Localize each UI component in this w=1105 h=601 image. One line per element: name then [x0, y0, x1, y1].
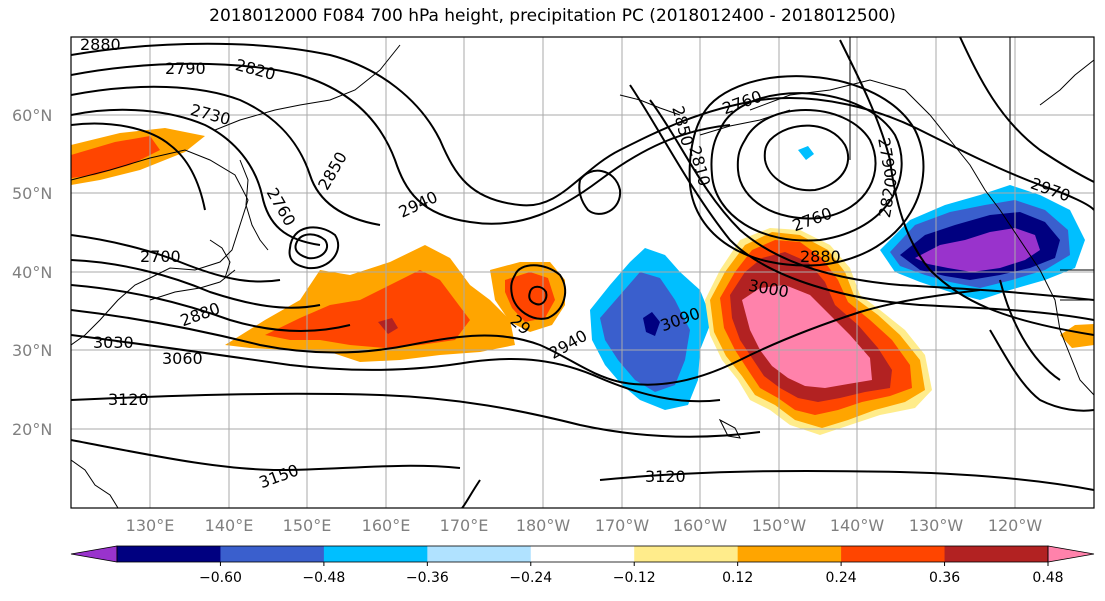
- colorbar-tick-label: 0.12: [722, 570, 753, 586]
- colorbar-tick-label: −0.60: [199, 570, 242, 586]
- lon-label: 130°E: [126, 516, 175, 535]
- latitude-labels: 60°N 50°N 40°N 30°N 20°N: [12, 106, 52, 439]
- lon-label: 140°W: [830, 516, 885, 535]
- lat-label: 40°N: [12, 263, 52, 282]
- colorbar-tick-label: 0.48: [1032, 570, 1063, 586]
- colorbar-tick-label: 0.24: [826, 570, 857, 586]
- colorbar-segment: [427, 546, 532, 562]
- contour-label: 2880: [80, 35, 121, 54]
- precip-pos-east: [705, 228, 932, 435]
- colorbar-frame: [116, 545, 1049, 563]
- colorbar-tick-label: −0.12: [613, 570, 656, 586]
- map-title: 2018012000 F084 700 hPa height, precipit…: [209, 6, 896, 26]
- lon-label: 140°E: [205, 516, 254, 535]
- lon-label: 160°E: [362, 516, 411, 535]
- lon-label: 130°W: [909, 516, 964, 535]
- lon-label: 170°E: [440, 516, 489, 535]
- colorbar-tick-label: −0.36: [406, 570, 449, 586]
- lon-label: 180°W: [516, 516, 571, 535]
- contour-label: 2700: [140, 247, 181, 266]
- lat-label: 30°N: [12, 341, 52, 360]
- lat-label: 20°N: [12, 420, 52, 439]
- contour-label: 2880: [800, 247, 841, 266]
- lon-label: 160°W: [673, 516, 728, 535]
- colorbar-segment: [220, 546, 325, 562]
- contour-label: 3120: [645, 467, 686, 486]
- colorbar-tick-label: 0.36: [929, 570, 960, 586]
- colorbar-segment: [117, 546, 221, 562]
- colorbar-tick-label: −0.24: [509, 570, 552, 586]
- colorbar-segment: [737, 546, 842, 562]
- lon-label: 150°E: [283, 516, 332, 535]
- lon-label: 170°W: [595, 516, 650, 535]
- colorbar-segment: [530, 546, 635, 562]
- colorbar: −0.60 −0.48 −0.36 −0.24 −0.12 0.12 0.24 0.36 0.4…: [70, 545, 1095, 586]
- height-contours: [71, 37, 1094, 508]
- contour-label: 3030: [93, 333, 134, 352]
- contour-label: 2790: [165, 59, 206, 78]
- lon-label: 150°W: [752, 516, 807, 535]
- colorbar-extend-low: [70, 545, 118, 563]
- colorbar-segment: [944, 546, 1049, 562]
- lat-label: 50°N: [12, 184, 52, 203]
- colorbar-segment: [634, 546, 739, 562]
- colorbar-segment: [841, 546, 946, 562]
- colorbar-tick-label: −0.48: [302, 570, 345, 586]
- colorbar-extend-high: [1047, 545, 1095, 563]
- lon-label: 120°W: [988, 516, 1043, 535]
- colorbar-segment: [323, 546, 428, 562]
- contour-label: 3120: [108, 390, 149, 409]
- contour-label: 3060: [162, 349, 203, 368]
- longitude-labels: 130°E 140°E 150°E 160°E 170°E 180°W 170°…: [126, 516, 1043, 535]
- precip-okhotsk: [71, 128, 205, 185]
- map-frame: [70, 36, 1095, 509]
- lat-label: 60°N: [12, 106, 52, 125]
